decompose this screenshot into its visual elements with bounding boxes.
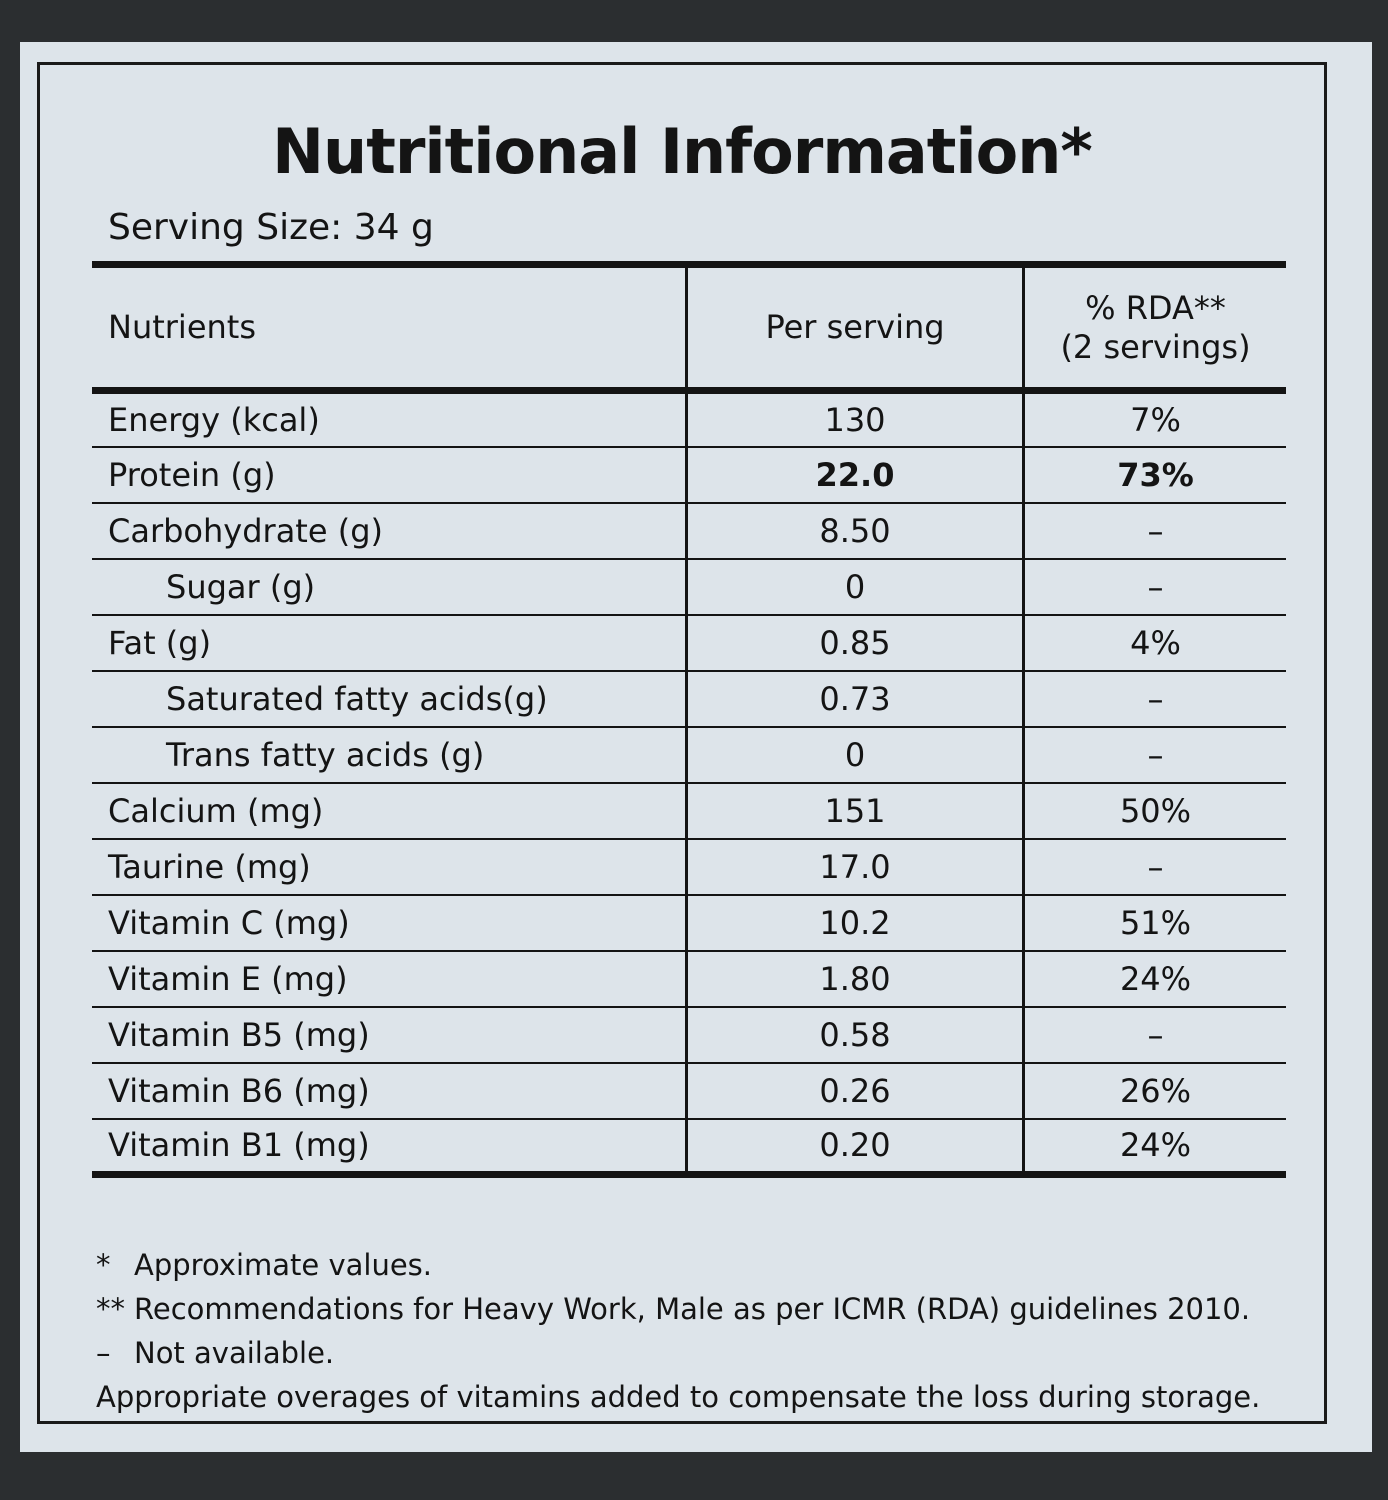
per-serving-value: 0.73	[685, 670, 1024, 727]
per-serving-value: 0	[685, 558, 1024, 615]
per-serving-value: 1.80	[685, 950, 1024, 1007]
nutrient-name: Sugar (g)	[166, 567, 316, 606]
table-row: Vitamin B5 (mg) 0.58–	[92, 1006, 1286, 1063]
rda-value: 26%	[1022, 1062, 1286, 1119]
header-rda-line2: (2 servings)	[1060, 327, 1251, 366]
rda-value: –	[1022, 726, 1286, 783]
footnote-text: Appropriate overages of vitamins added t…	[96, 1380, 1261, 1414]
per-serving-value: 0	[685, 726, 1024, 783]
footnote: * Approximate values.	[96, 1243, 1260, 1287]
rda-value: 4%	[1022, 614, 1286, 671]
nutrient-name: Saturated fatty acids(g)	[166, 679, 548, 718]
footnote-text: Recommendations for Heavy Work, Male as …	[134, 1292, 1251, 1326]
rda-value: –	[1022, 670, 1286, 727]
table-row: Trans fatty acids (g) 0–	[92, 726, 1286, 783]
rda-value: 50%	[1022, 782, 1286, 839]
footnote-mark: –	[96, 1336, 111, 1370]
nutrient-name: Fat (g)	[108, 623, 212, 662]
header-rda-line1: % RDA**	[1085, 289, 1226, 328]
footnote-text: Not available.	[134, 1336, 335, 1370]
per-serving-value: 22.0	[685, 446, 1024, 503]
nutrient-name: Vitamin B1 (mg)	[108, 1126, 370, 1165]
footnote: Appropriate overages of vitamins added t…	[96, 1375, 1260, 1419]
table-header-row: Nutrients Per serving % RDA** (2 servings…	[92, 264, 1286, 391]
label-title: Nutritional Information*	[272, 115, 1093, 188]
per-serving-value: 0.58	[685, 1006, 1024, 1063]
per-serving-value: 0.20	[685, 1118, 1024, 1175]
rda-value: 7%	[1022, 390, 1286, 447]
rda-value: 24%	[1022, 1118, 1286, 1175]
per-serving-value: 8.50	[685, 502, 1024, 559]
table-row: Fat (g) 0.85 4%	[92, 614, 1286, 671]
rda-value: 51%	[1022, 894, 1286, 951]
footnotes: * Approximate values. ** Recommendations fo…	[96, 1243, 1260, 1419]
nutrient-name: Taurine (mg)	[108, 847, 311, 886]
per-serving-value: 151	[685, 782, 1024, 839]
rda-value: 73%	[1022, 446, 1286, 503]
header-per-serving: Per serving	[685, 264, 1024, 391]
nutrient-name: Trans fatty acids (g)	[166, 735, 485, 774]
table-row: Saturated fatty acids(g) 0.73–	[92, 670, 1286, 727]
nutrition-label: Nutritional Information* Serving Size: 3…	[20, 42, 1372, 1452]
nutrient-name: Protein (g)	[108, 455, 276, 494]
footnote-text: Approximate values.	[134, 1248, 433, 1282]
per-serving-value: 17.0	[685, 838, 1024, 895]
table-row: Protein (g) 22.0 73%	[92, 446, 1286, 503]
nutrient-name: Carbohydrate (g)	[108, 511, 383, 550]
serving-size: Serving Size: 34 g	[108, 207, 434, 248]
rda-value: –	[1022, 838, 1286, 895]
label-border: Nutritional Information* Serving Size: 3…	[37, 62, 1327, 1424]
rda-value: 24%	[1022, 950, 1286, 1007]
nutrient-name: Vitamin B6 (mg)	[108, 1071, 370, 1110]
table-row: Calcium (mg) 151 50%	[92, 782, 1286, 839]
footnote-mark: *	[96, 1248, 111, 1282]
rda-value: –	[1022, 558, 1286, 615]
per-serving-value: 130	[685, 390, 1024, 447]
nutrition-table: Nutrients Per serving % RDA** (2 servings…	[92, 261, 1286, 1178]
nutrient-name: Energy (kcal)	[108, 400, 320, 439]
table-row: Vitamin E (mg) 1.80 24%	[92, 950, 1286, 1007]
nutrient-name: Vitamin B5 (mg)	[108, 1015, 370, 1054]
table-row: Vitamin B6 (mg) 0.26 26%	[92, 1062, 1286, 1119]
per-serving-value: 0.26	[685, 1062, 1024, 1119]
nutrient-name: Vitamin E (mg)	[108, 959, 348, 998]
table-row: Vitamin C (mg) 10.2 51%	[92, 894, 1286, 951]
nutrient-name: Calcium (mg)	[108, 791, 324, 830]
footnote: – Not available.	[96, 1331, 1260, 1375]
table-row: Sugar (g) 0–	[92, 558, 1286, 615]
header-rda: % RDA** (2 servings)	[1022, 264, 1286, 391]
rda-value: –	[1022, 1006, 1286, 1063]
per-serving-value: 0.85	[685, 614, 1024, 671]
table-row: Carbohydrate (g) 8.50–	[92, 502, 1286, 559]
per-serving-value: 10.2	[685, 894, 1024, 951]
footnote: ** Recommendations for Heavy Work, Male a…	[96, 1287, 1260, 1331]
table-row: Taurine (mg) 17.0–	[92, 838, 1286, 895]
rda-value: –	[1022, 502, 1286, 559]
table-row: Energy (kcal) 130 7%	[92, 390, 1286, 447]
footnote-mark: **	[96, 1292, 125, 1326]
nutrient-name: Vitamin C (mg)	[108, 903, 350, 942]
header-nutrients: Nutrients	[108, 308, 256, 347]
table-row: Vitamin B1 (mg) 0.20 24%	[92, 1118, 1286, 1175]
